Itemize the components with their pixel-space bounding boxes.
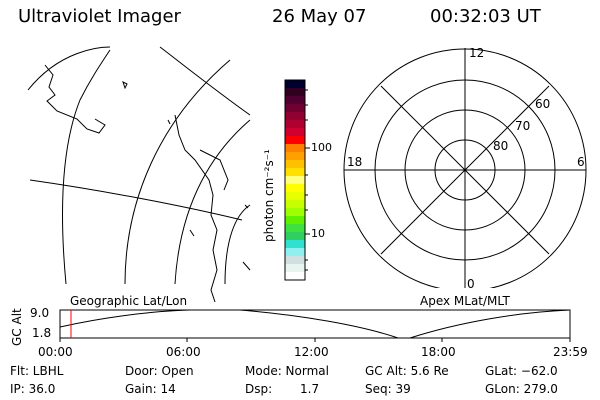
status-glon: GLon: 279.0 — [485, 382, 558, 396]
coastline — [199, 149, 229, 191]
xtick-3: 18:00 — [421, 345, 456, 359]
mlt-label-6: 6 — [577, 155, 585, 169]
colorbar-tick-100: 100 — [311, 141, 332, 154]
colorbar-band — [285, 112, 305, 121]
colorbar-band — [285, 152, 305, 161]
status-ip: IP: 36.0 — [10, 382, 56, 396]
status-glat: GLat: −62.0 — [485, 364, 558, 378]
geo-coord-label: Geographic Lat/Lon — [70, 294, 188, 308]
mlt-label-0: 0 — [467, 277, 475, 291]
lat-label-70: 70 — [515, 119, 531, 133]
colorbar — [285, 80, 305, 281]
xtick-0: 00:00 — [38, 345, 73, 359]
colorbar-band — [285, 192, 305, 201]
status-dsp-value: 1.7 — [300, 382, 320, 396]
lat-label-60: 60 — [535, 97, 551, 111]
altitude-curve — [59, 309, 571, 339]
timeline-plot — [59, 309, 571, 342]
xtick-2: 12:00 — [294, 345, 329, 359]
colorbar-band — [285, 160, 305, 169]
mlt-label-12: 12 — [469, 46, 485, 60]
colorbar-band — [285, 224, 305, 233]
colorbar-band — [285, 216, 305, 225]
status-seq: Seq: 39 — [365, 382, 411, 396]
colorbar-band — [285, 232, 305, 241]
geographic-map — [27, 46, 251, 303]
status-gain: Gain: 14 — [125, 382, 176, 396]
colorbar-band — [285, 272, 305, 281]
timeline-ymin: 1.8 — [32, 326, 52, 340]
colorbar-band — [285, 96, 305, 105]
status-filter: Flt: LBHL — [10, 364, 64, 378]
colorbar-band — [285, 80, 305, 89]
xtick-4: 23:59 — [553, 345, 588, 359]
colorbar-band — [285, 184, 305, 193]
colorbar-unit-label: photon cm⁻²s⁻¹ — [262, 149, 276, 242]
colorbar-band — [285, 120, 305, 129]
coastline — [44, 64, 106, 134]
colorbar-band — [285, 208, 305, 217]
timeline-ylabel: GC Alt — [10, 308, 24, 346]
colorbar-band — [285, 240, 305, 249]
colorbar-band — [285, 136, 305, 145]
apex-coord-label: Apex MLat/MLT — [420, 294, 510, 308]
meridian-line — [124, 59, 231, 285]
timeline-ymax: 9.0 — [30, 306, 50, 320]
status-dsp-label: Dsp: — [245, 382, 273, 396]
status-door: Door: Open — [125, 364, 194, 378]
colorbar-band — [285, 256, 305, 265]
colorbar-frame — [284, 79, 306, 281]
colorbar-band — [285, 88, 305, 97]
colorbar-band — [285, 200, 305, 209]
polar-plot — [343, 48, 587, 288]
status-gc-alt: GC Alt: 5.6 Re — [365, 364, 449, 378]
xtick-1: 06:00 — [166, 345, 201, 359]
colorbar-band — [285, 144, 305, 153]
colorbar-band — [285, 104, 305, 113]
instrument-title: Ultraviolet Imager — [18, 6, 181, 27]
colorbar-band — [285, 168, 305, 177]
coastline — [174, 114, 218, 303]
meridian-line — [174, 119, 251, 285]
colorbar-ticks — [305, 89, 310, 271]
lat-label-80: 80 — [493, 139, 509, 153]
status-mode: Mode: Normal — [245, 364, 329, 378]
colorbar-band — [285, 128, 305, 137]
meridian-line — [62, 49, 111, 285]
date-label: 26 May 07 — [272, 6, 367, 27]
mlt-label-18: 18 — [347, 155, 363, 169]
time-label: 00:32:03 UT — [430, 6, 541, 27]
colorbar-band — [285, 176, 305, 185]
colorbar-band — [285, 264, 305, 273]
colorbar-tick-10: 10 — [311, 227, 325, 240]
latitude-line — [29, 179, 243, 221]
colorbar-band — [285, 248, 305, 257]
